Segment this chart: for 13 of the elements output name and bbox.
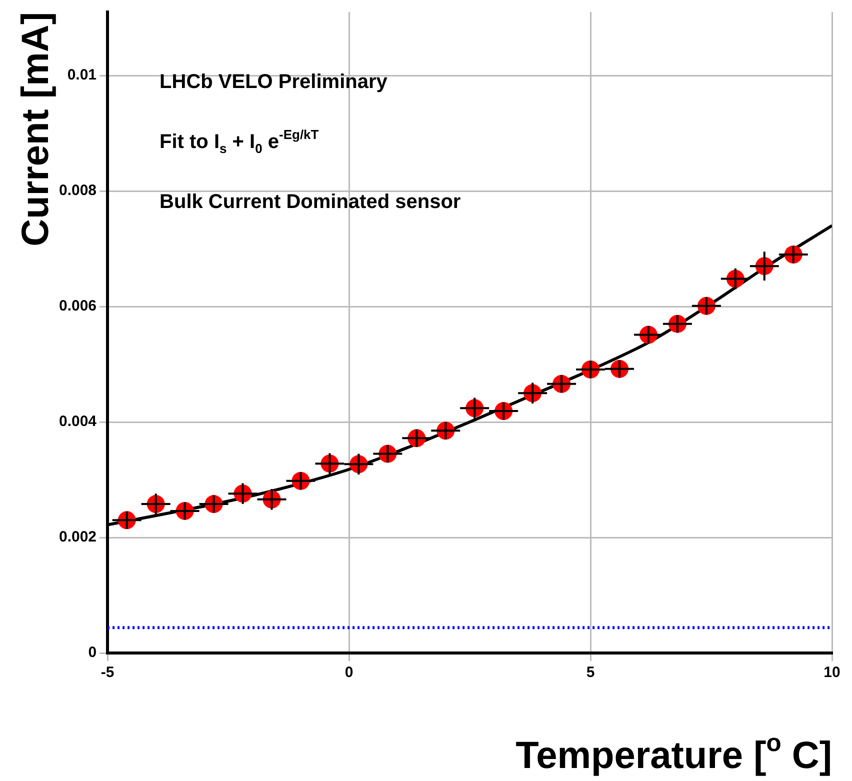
y-tick-label: 0.01: [67, 66, 97, 84]
y-tick-label: 0: [88, 644, 97, 662]
y-axis-title: Current [mA]: [15, 12, 57, 246]
y-tick-label: 0.008: [58, 182, 97, 200]
x-tick-label: 0: [344, 664, 354, 682]
y-tick-label: 0.002: [58, 528, 97, 546]
y-tick-label: 0.004: [58, 413, 98, 430]
x-tick-label: 10: [824, 664, 840, 682]
y-tick-label: 0.006: [58, 298, 97, 315]
annotation: Bulk Current Dominated sensor: [160, 191, 461, 213]
x-tick-label: 5: [586, 664, 595, 682]
x-tick-label: -5: [100, 664, 114, 682]
annotation: LHCb VELO Preliminary: [160, 71, 388, 93]
